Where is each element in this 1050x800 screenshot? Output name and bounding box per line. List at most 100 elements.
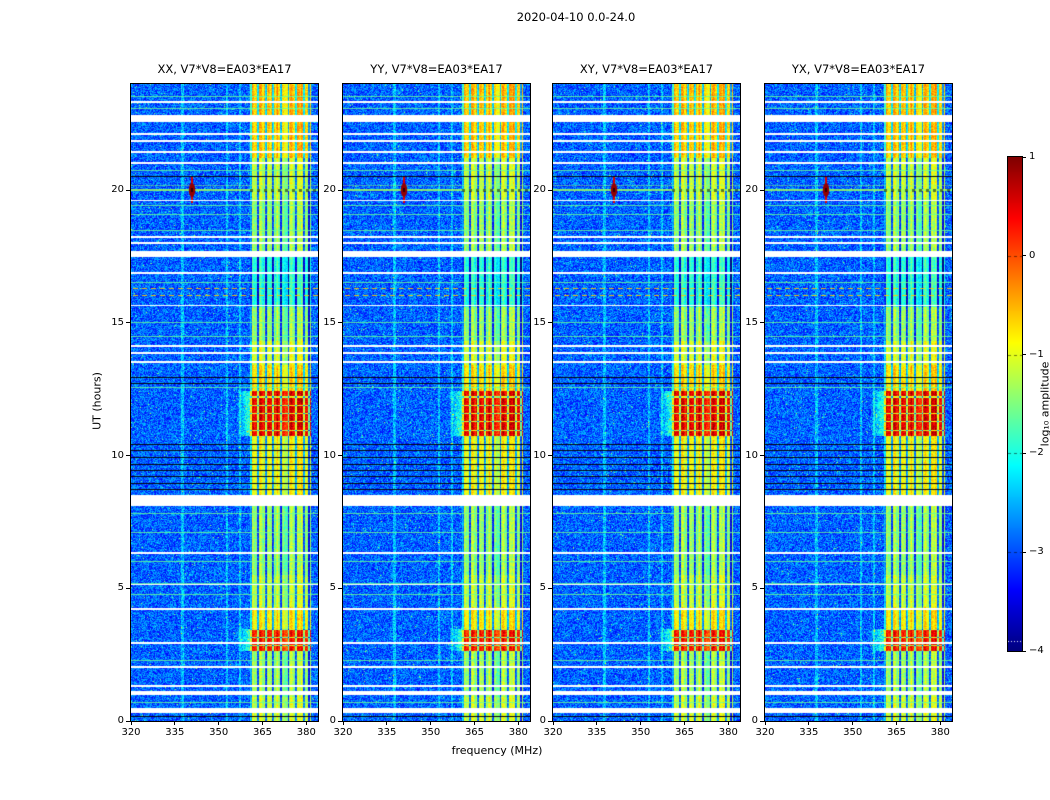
x-tick-label: 365 — [464, 727, 485, 738]
y-tick-label: 5 — [329, 582, 336, 594]
y-tick-label: 10 — [533, 449, 546, 461]
figure-title: 2020-04-10 0.0-24.0 — [516, 10, 636, 24]
y-tick — [548, 720, 552, 722]
y-tick — [338, 720, 342, 722]
x-tick — [852, 721, 854, 725]
y-tick — [126, 322, 130, 324]
x-tick-label: 320 — [755, 727, 775, 738]
x-tick — [517, 721, 519, 725]
x-tick-label: 365 — [674, 727, 695, 738]
spectrogram-panel-yx: YX, V7*V8=EA03*EA17 320 335 350 365 380 0 5 10 1… — [745, 62, 953, 738]
y-tick-label: 20 — [323, 184, 336, 196]
y-tick — [338, 189, 342, 191]
colorbar-tick — [1022, 452, 1026, 454]
y-tick — [760, 455, 764, 457]
x-tick — [683, 721, 685, 725]
x-tick-label: 380 — [296, 727, 316, 738]
y-tick — [338, 587, 342, 589]
colorbar-tick — [1022, 650, 1026, 652]
spectrogram-panel-xy: XY, V7*V8=EA03*EA17 320 335 350 365 380 0 5 10 1… — [533, 62, 741, 738]
y-tick-label: 20 — [745, 184, 758, 196]
x-tick — [305, 721, 307, 725]
y-tick — [338, 322, 342, 324]
y-tick-label: 15 — [745, 316, 758, 328]
x-tick — [130, 721, 132, 725]
y-tick — [126, 587, 130, 589]
colorbar-tick — [1022, 354, 1026, 356]
y-tick — [548, 455, 552, 457]
y-tick — [126, 720, 130, 722]
x-tick — [552, 721, 554, 725]
x-tick-label: 365 — [886, 727, 907, 738]
colorbar-tick — [1022, 156, 1026, 158]
x-tick-label: 350 — [421, 727, 441, 738]
y-tick — [760, 322, 764, 324]
colorbar-tick — [1022, 551, 1026, 553]
x-tick-label: 335 — [799, 727, 819, 738]
y-tick — [760, 720, 764, 722]
spectrogram-panel-xx: XX, V7*V8=EA03*EA17 320 335 350 365 380 0 5 10 1… — [111, 62, 319, 738]
colorbar-tick-label: −2 — [1029, 447, 1044, 459]
x-tick-label: 350 — [631, 727, 651, 738]
x-tick-label: 380 — [718, 727, 738, 738]
y-axis-label: UT (hours) — [90, 372, 104, 430]
colorbar-tick-label: −3 — [1029, 546, 1044, 558]
y-tick-label: 15 — [323, 316, 336, 328]
x-tick — [640, 721, 642, 725]
colorbar-tick-label: 1 — [1029, 151, 1036, 162]
y-tick — [126, 455, 130, 457]
x-tick-label: 320 — [121, 727, 141, 738]
colorbar: 1 0 −1 −2 −3 −4 — [1007, 151, 1044, 656]
x-tick — [386, 721, 388, 725]
y-tick — [760, 587, 764, 589]
x-tick — [895, 721, 897, 725]
y-tick — [126, 189, 130, 191]
x-tick-label: 380 — [508, 727, 528, 738]
y-tick-label: 10 — [745, 449, 758, 461]
spectrogram-canvas-yx — [764, 83, 953, 722]
y-tick — [760, 189, 764, 191]
y-tick-label: 10 — [111, 449, 124, 461]
x-tick — [218, 721, 220, 725]
y-tick-label: 10 — [323, 449, 336, 461]
colorbar-canvas — [1007, 156, 1023, 652]
colorbar-tick-label: 0 — [1029, 249, 1036, 261]
y-tick-label: 20 — [111, 184, 124, 196]
x-tick-label: 350 — [209, 727, 229, 738]
y-tick — [548, 587, 552, 589]
y-tick-label: 0 — [539, 715, 546, 726]
y-tick — [548, 189, 552, 191]
x-tick-label: 380 — [930, 727, 950, 738]
panel-title-xy: XY, V7*V8=EA03*EA17 — [579, 62, 714, 76]
y-tick — [548, 322, 552, 324]
x-tick — [596, 721, 598, 725]
y-tick — [338, 455, 342, 457]
y-tick-label: 0 — [117, 715, 124, 726]
y-tick-label: 0 — [751, 715, 758, 726]
spectrogram-canvas-yy — [342, 83, 531, 722]
x-tick — [430, 721, 432, 725]
x-tick-label: 335 — [587, 727, 607, 738]
panel-title-yy: YY, V7*V8=EA03*EA17 — [370, 62, 503, 76]
x-tick-label: 350 — [843, 727, 863, 738]
y-tick-label: 0 — [329, 715, 336, 726]
spectrogram-panel-yy: YY, V7*V8=EA03*EA17 320 335 350 365 380 0 5 10 1… — [323, 62, 531, 738]
x-tick — [342, 721, 344, 725]
spectrogram-canvas-xy — [552, 83, 741, 722]
x-tick-label: 320 — [543, 727, 563, 738]
y-tick-label: 5 — [117, 582, 124, 594]
colorbar-tick — [1022, 255, 1026, 257]
panel-title-xx: XX, V7*V8=EA03*EA17 — [157, 62, 292, 76]
x-tick-label: 335 — [377, 727, 397, 738]
panel-title-yx: YX, V7*V8=EA03*EA17 — [791, 62, 926, 76]
x-axis-label: frequency (MHz) — [451, 744, 543, 757]
x-tick — [727, 721, 729, 725]
x-tick — [939, 721, 941, 725]
colorbar-label: log₁₀ amplitude — [1038, 361, 1050, 447]
y-tick-label: 15 — [111, 316, 124, 328]
x-tick-label: 335 — [165, 727, 185, 738]
x-tick — [808, 721, 810, 725]
x-tick — [473, 721, 475, 725]
y-tick-label: 15 — [533, 316, 546, 328]
